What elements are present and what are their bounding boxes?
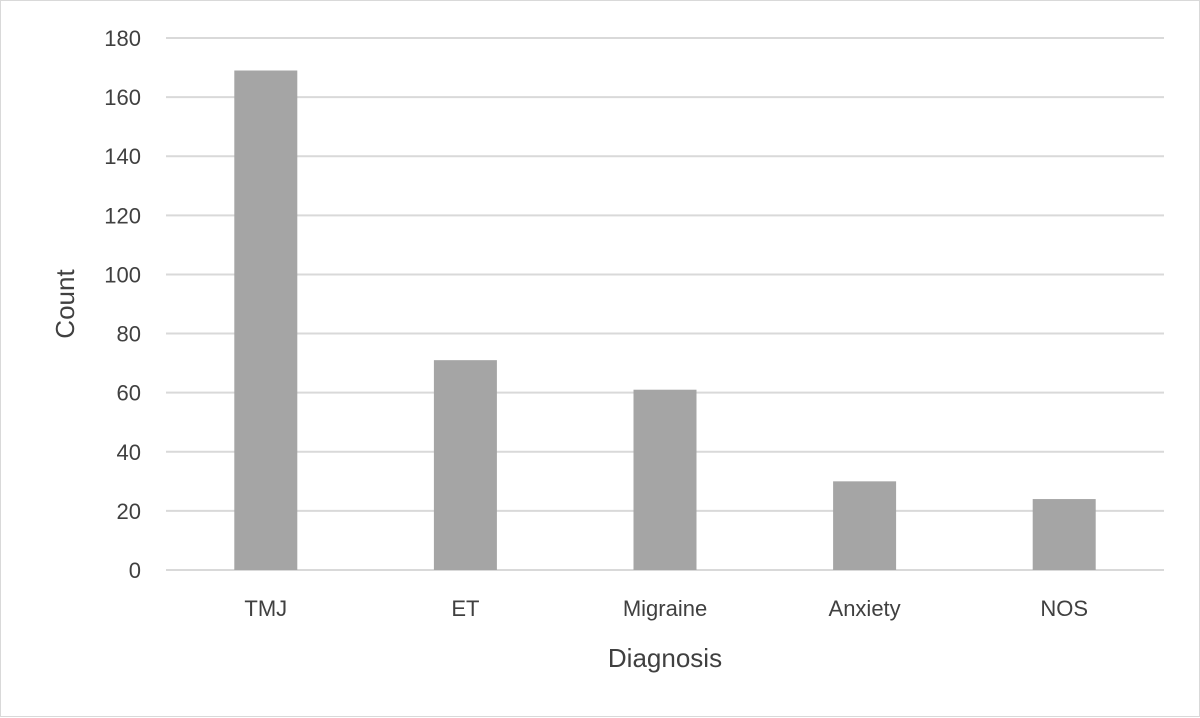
- x-tick-label-tmj: TMJ: [244, 596, 287, 621]
- bar-anxiety: [833, 481, 897, 570]
- bar-et: [433, 360, 497, 570]
- bar-nos: [1032, 499, 1096, 570]
- x-tick-label-et: ET: [451, 596, 479, 621]
- y-axis-title: Count: [50, 269, 80, 339]
- y-tick-label: 20: [117, 499, 141, 524]
- x-tick-label-migraine: Migraine: [623, 596, 707, 621]
- y-tick-label: 0: [129, 558, 141, 583]
- bars: [234, 70, 1096, 570]
- x-tick-label-anxiety: Anxiety: [829, 596, 901, 621]
- y-tick-label: 100: [104, 262, 141, 287]
- x-axis-title: Diagnosis: [608, 643, 722, 673]
- y-tick-label: 140: [104, 144, 141, 169]
- y-tick-label: 180: [104, 26, 141, 51]
- bar-tmj: [234, 70, 298, 570]
- y-tick-label: 80: [117, 322, 141, 347]
- bar-migraine: [633, 389, 697, 570]
- gridlines: [166, 37, 1164, 571]
- x-tick-label-nos: NOS: [1040, 596, 1088, 621]
- y-tick-label: 60: [117, 381, 141, 406]
- y-axis-tick-labels: 0 20 40 60 80 100 120 140 160 180: [104, 26, 141, 583]
- y-tick-label: 120: [104, 203, 141, 228]
- x-axis-tick-labels: TMJ ET Migraine Anxiety NOS: [244, 596, 1088, 621]
- y-tick-label: 160: [104, 85, 141, 110]
- y-tick-label: 40: [117, 440, 141, 465]
